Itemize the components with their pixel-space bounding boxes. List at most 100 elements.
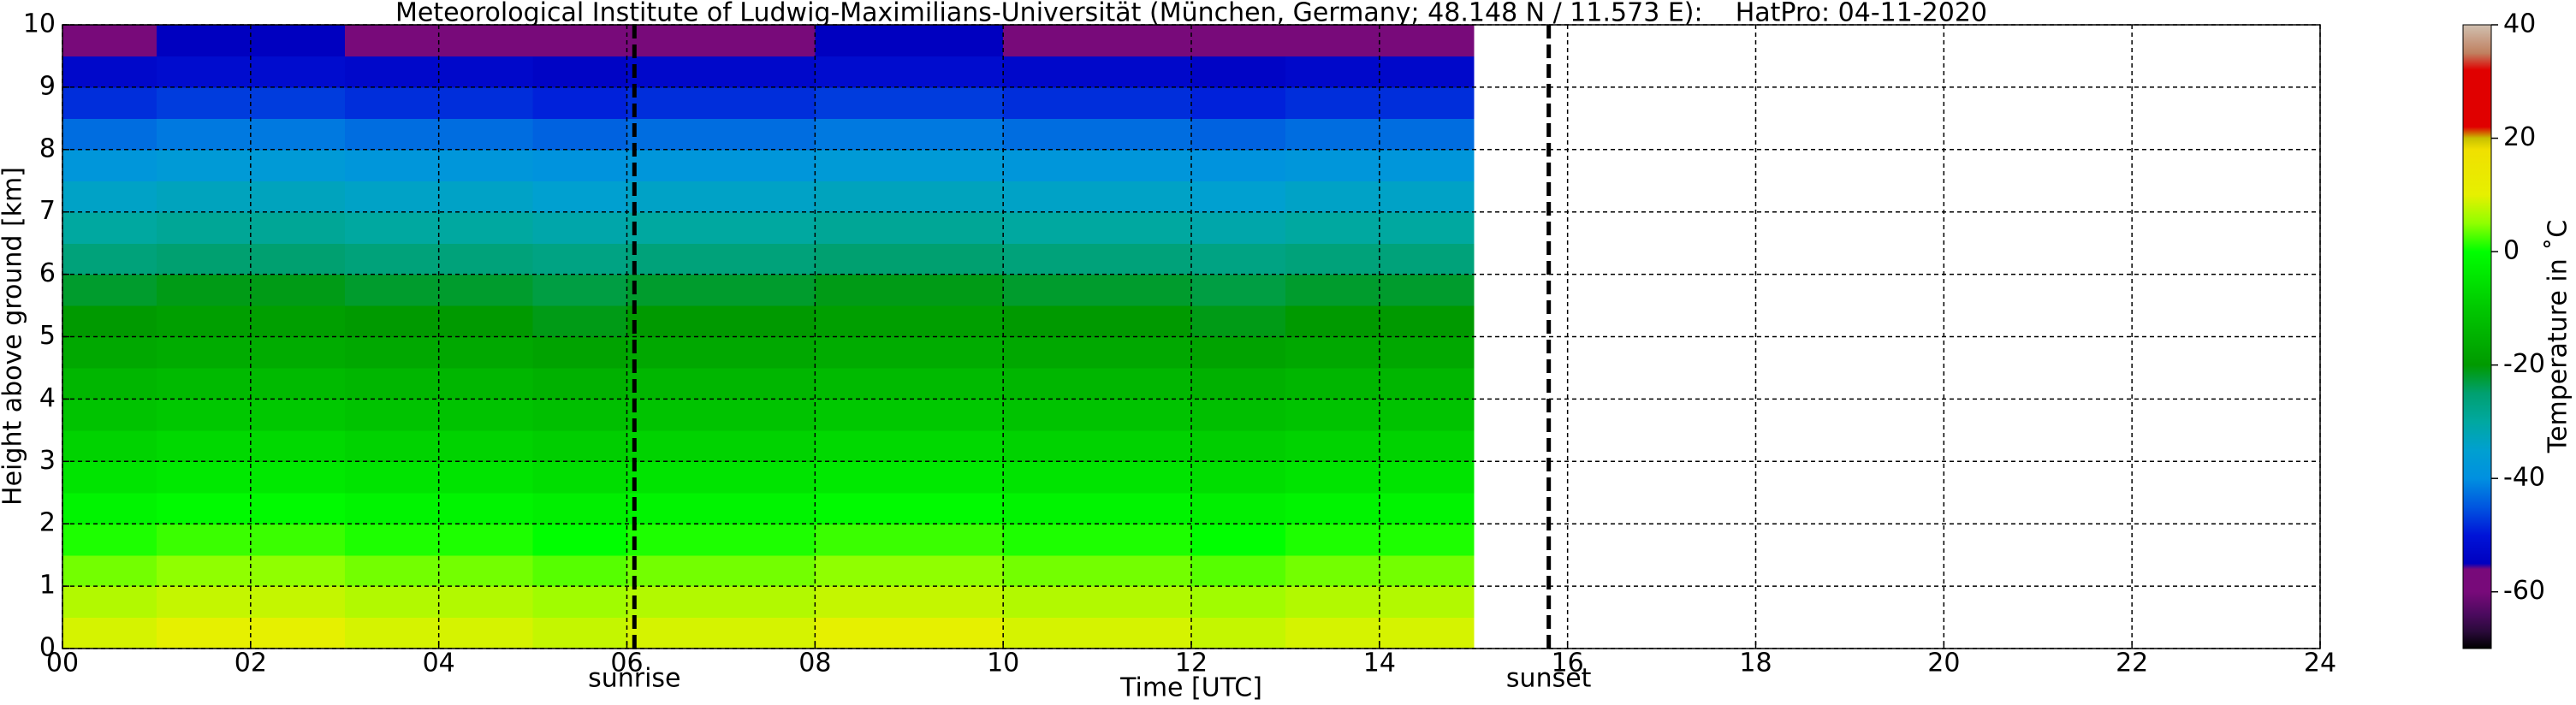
heatmap-cell [1285, 554, 1380, 587]
heatmap-cell [1191, 181, 1286, 213]
heatmap-cell [1285, 430, 1380, 462]
y-tick-label: 0 [39, 633, 56, 663]
heatmap-cell [1191, 149, 1286, 181]
heatmap-cell [1097, 492, 1192, 524]
heatmap-cell [1003, 336, 1098, 369]
heatmap-cell [438, 586, 534, 619]
heatmap-cell [1379, 305, 1475, 338]
heatmap-cell [438, 211, 534, 244]
heatmap-cell [156, 181, 252, 213]
heatmap-cell [1191, 430, 1286, 462]
heatmap-cell [62, 305, 157, 338]
heatmap-cell [1003, 617, 1098, 649]
heatmap-cell [1285, 181, 1380, 213]
heatmap-cell [250, 367, 346, 400]
heatmap-cell [156, 274, 252, 306]
heatmap-cell [1191, 25, 1286, 57]
y-tick-label: 9 [39, 71, 56, 101]
y-tick-label: 1 [39, 571, 56, 601]
heatmap-cell [156, 118, 252, 151]
heatmap-cell [1097, 118, 1192, 151]
heatmap-cell [721, 617, 816, 649]
heatmap-cell [62, 336, 157, 369]
heatmap-cell [626, 243, 722, 275]
heatmap-cell [62, 25, 157, 57]
heatmap-cell [1003, 461, 1098, 494]
x-tick-label: 06 [610, 649, 643, 678]
y-tick-label: 2 [39, 508, 56, 538]
heatmap-cell [1097, 86, 1192, 119]
heatmap-cell [156, 149, 252, 181]
heatmap-cell [62, 492, 157, 524]
heatmap-cell [721, 274, 816, 306]
heatmap-cell [815, 524, 910, 556]
heatmap-cell [815, 399, 910, 431]
heatmap-cell [1191, 336, 1286, 369]
heatmap-cell [1285, 492, 1380, 524]
heatmap-cell [156, 305, 252, 338]
heatmap-cell [156, 524, 252, 556]
heatmap-cell [250, 25, 346, 57]
heatmap-cell [909, 274, 1004, 306]
heatmap-cell [438, 56, 534, 88]
heatmap-cell [815, 149, 910, 181]
heatmap-cell [626, 211, 722, 244]
heatmap-cell [909, 243, 1004, 275]
heatmap-cell [815, 554, 910, 587]
x-tick-label: 10 [987, 649, 1019, 678]
heatmap-cell [1097, 274, 1192, 306]
heatmap-cell [156, 25, 252, 57]
colorbar [2462, 24, 2492, 649]
heatmap-cell [156, 430, 252, 462]
heatmap-cell [532, 524, 628, 556]
heatmap-cell [1379, 25, 1475, 57]
heatmap-cell [909, 118, 1004, 151]
x-tick-label: 16 [1552, 649, 1584, 678]
heatmap-cell [1003, 305, 1098, 338]
heatmap-cell [1003, 149, 1098, 181]
heatmap-cell [1379, 274, 1475, 306]
heatmap-cell [1191, 554, 1286, 587]
heatmap-cell [62, 554, 157, 587]
heatmap-cell [250, 118, 346, 151]
heatmap-cell [1379, 492, 1475, 524]
heatmap-cell [438, 430, 534, 462]
heatmap-cell [1191, 492, 1286, 524]
heatmap-cell [721, 336, 816, 369]
heatmap-cell [62, 524, 157, 556]
heatmap-cell [156, 336, 252, 369]
heatmap-cell [1003, 211, 1098, 244]
heatmap-cell [909, 399, 1004, 431]
heatmap-cell [250, 617, 346, 649]
heatmap-cell [1003, 56, 1098, 88]
heatmap-cell [815, 430, 910, 462]
heatmap-cell [438, 492, 534, 524]
y-tick-label: 10 [23, 9, 56, 39]
heatmap-cell [1097, 243, 1192, 275]
heatmap-cell [721, 399, 816, 431]
heatmap-cell [532, 149, 628, 181]
x-tick-label: 12 [1175, 649, 1208, 678]
heatmap-cell [1191, 461, 1286, 494]
heatmap-cell [438, 336, 534, 369]
heatmap-cell [1097, 336, 1192, 369]
heatmap-cell [344, 149, 440, 181]
heatmap-cell [815, 181, 910, 213]
heatmap-cell [438, 367, 534, 400]
heatmap-cell [438, 617, 534, 649]
heatmap-cell [626, 25, 722, 57]
heatmap-cell [1003, 554, 1098, 587]
x-tick-label: 02 [234, 649, 267, 678]
heatmap-cell [438, 305, 534, 338]
heatmap-cell [438, 149, 534, 181]
heatmap-cell [62, 430, 157, 462]
heatmap-cell [1003, 274, 1098, 306]
heatmap-cell [1285, 461, 1380, 494]
heatmap-cell [62, 149, 157, 181]
heatmap-cell [626, 56, 722, 88]
heatmap-cell [1285, 149, 1380, 181]
heatmap-cell [909, 25, 1004, 57]
heatmap-cell [815, 305, 910, 338]
heatmap-cell [62, 118, 157, 151]
x-tick-label: 00 [46, 649, 79, 678]
